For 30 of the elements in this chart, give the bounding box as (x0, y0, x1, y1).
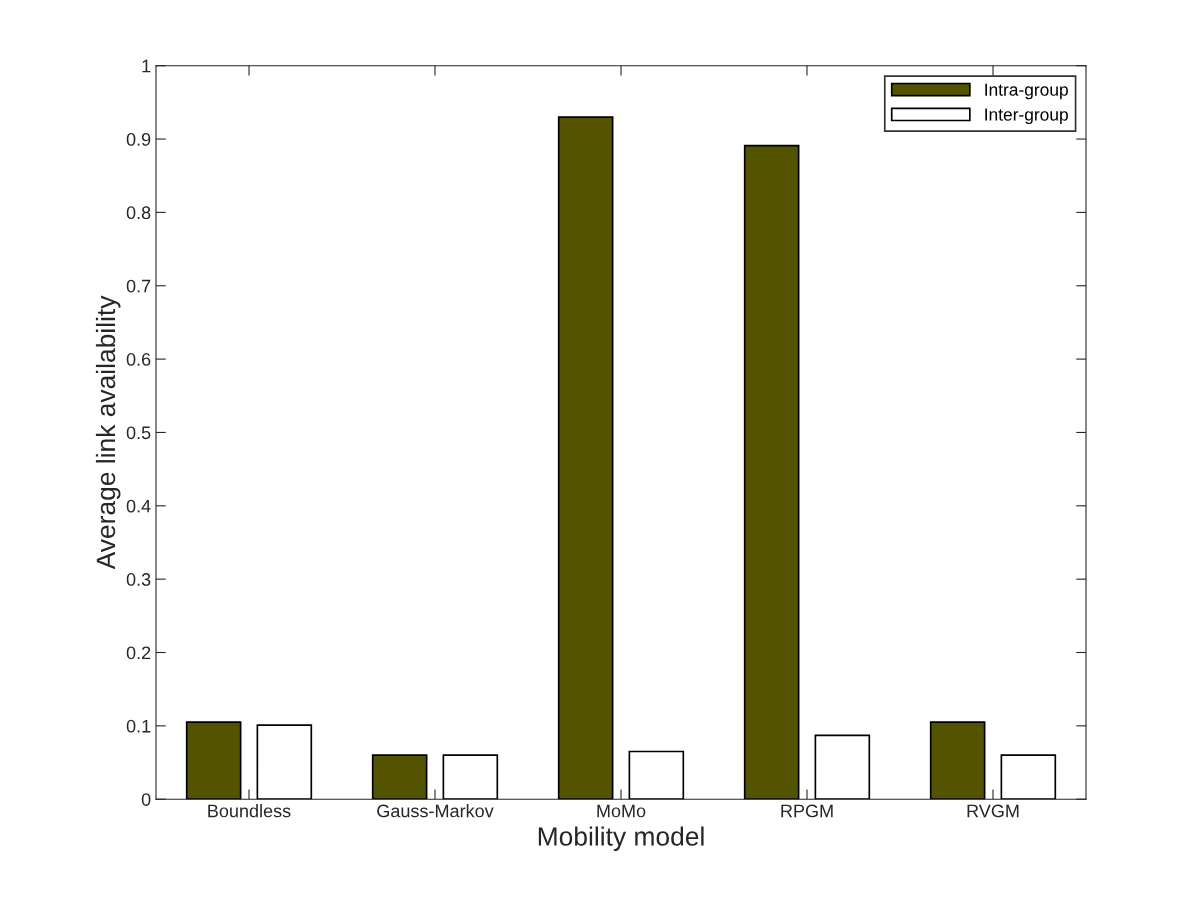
bar (628, 750, 685, 800)
y-tick-label: 0.4 (126, 499, 151, 513)
y-tick-label: 0.6 (126, 353, 151, 366)
bar (557, 116, 614, 800)
bar (929, 721, 986, 800)
bar (371, 754, 428, 800)
y-tick-label: 0.9 (126, 132, 151, 146)
x-tick-label: MoMo (597, 804, 646, 818)
x-tick-label: RPGM (781, 804, 833, 818)
legend-label: Intra-group (985, 83, 1068, 100)
bar (256, 724, 313, 800)
y-tick-label: 0.1 (126, 719, 151, 733)
y-tick-label: 0.2 (126, 646, 151, 660)
x-tick-label: Gauss-Markov (377, 804, 494, 818)
bar (442, 754, 499, 800)
x-tick-label: RVGM (967, 804, 1019, 818)
y-tick-label: 0.3 (126, 573, 151, 586)
bar (185, 721, 242, 800)
y-tick-label: 0.8 (126, 206, 151, 220)
y-tick-label: 0.7 (126, 279, 151, 293)
bar (743, 144, 800, 800)
y-tick-label: 1 (142, 59, 151, 73)
x-axis-title: Mobility model (538, 826, 704, 852)
y-tick-label: 0.5 (126, 426, 151, 440)
x-tick-label: Boundless (208, 804, 291, 818)
bar (814, 734, 871, 800)
y-axis-title: Average link availability (95, 295, 121, 570)
bar (1000, 754, 1057, 800)
legend-label: Inter-group (985, 108, 1068, 125)
y-tick-label: 0 (141, 793, 151, 806)
